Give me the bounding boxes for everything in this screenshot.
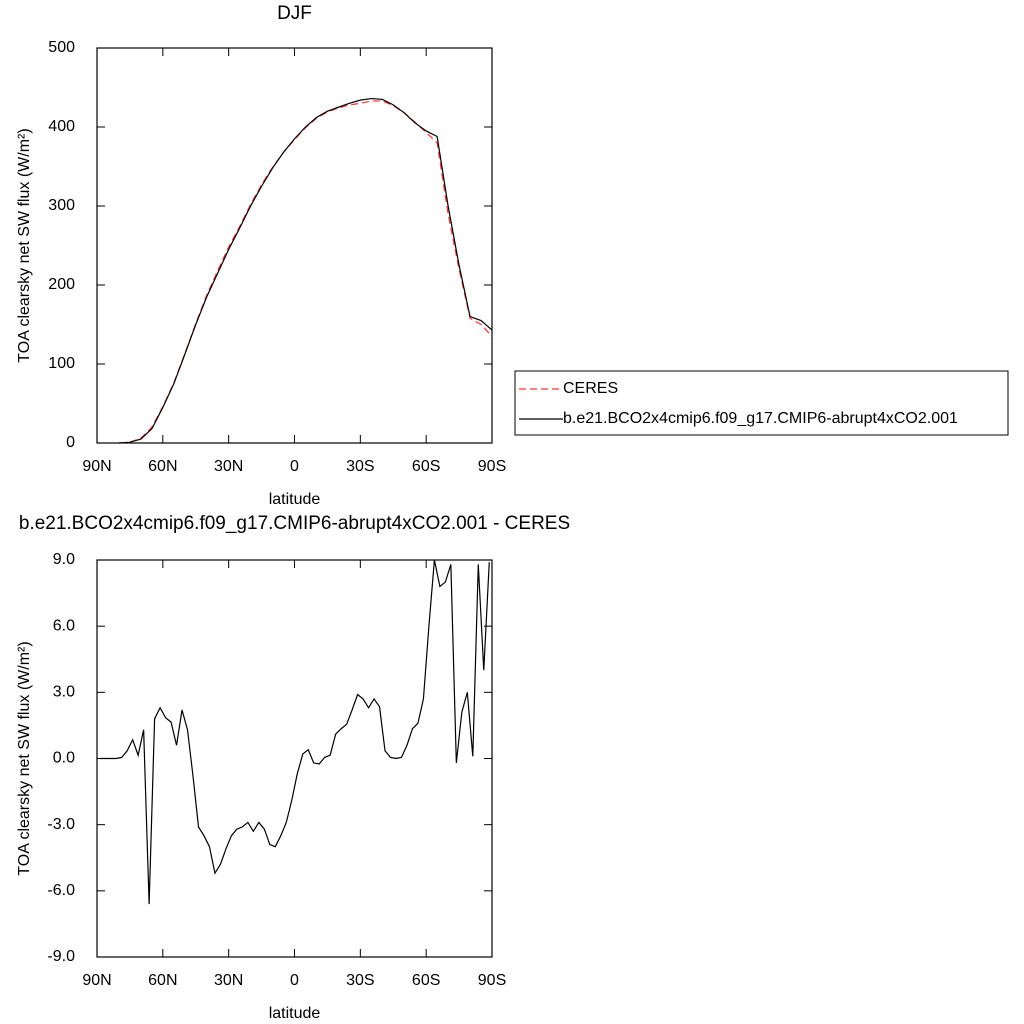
x-tick-label: 30S	[346, 972, 374, 989]
x-tick-label: 60N	[148, 972, 177, 989]
chart-title: b.e21.BCO2x4cmip6.f09_g17.CMIP6-abrupt4x…	[19, 513, 570, 534]
y-tick-label: 500	[48, 39, 75, 56]
chart-title: DJF	[277, 3, 312, 24]
x-tick-label: 0	[290, 458, 299, 475]
x-tick-label: 0	[290, 972, 299, 989]
x-tick-label: 90N	[82, 458, 111, 475]
data-line	[118, 100, 493, 444]
x-tick-label: 30S	[346, 458, 374, 475]
y-tick-label: -3.0	[47, 816, 75, 833]
x-tick-label: 60S	[412, 972, 440, 989]
x-axis-label: latitude	[269, 1005, 321, 1022]
y-tick-label: 9.0	[53, 551, 75, 568]
y-tick-label: -6.0	[47, 882, 75, 899]
y-tick-label: 300	[48, 197, 75, 214]
x-tick-label: 30N	[214, 972, 243, 989]
y-tick-label: 6.0	[53, 617, 75, 634]
x-tick-label: 90S	[478, 458, 506, 475]
y-tick-label: 3.0	[53, 684, 75, 701]
data-line	[118, 97, 493, 444]
y-tick-label: -9.0	[47, 948, 75, 965]
legend-box	[514, 370, 1009, 436]
legend-label: b.e21.BCO2x4cmip6.f09_g17.CMIP6-abrupt4x…	[563, 410, 958, 427]
x-tick-label: 90N	[82, 972, 111, 989]
y-tick-label: 100	[48, 355, 75, 372]
data-line	[99, 559, 490, 905]
x-tick-label: 60S	[412, 458, 440, 475]
plot-frame	[96, 559, 493, 958]
y-tick-label: 200	[48, 276, 75, 293]
x-tick-label: 30N	[214, 458, 243, 475]
y-tick-label: 400	[48, 118, 75, 135]
y-axis-label: TOA clearsky net SW flux (W/m²)	[16, 128, 33, 362]
y-tick-label: 0.0	[53, 750, 75, 767]
legend-label: CERES	[563, 380, 618, 397]
x-axis-label: latitude	[269, 491, 321, 508]
plot-frame	[96, 47, 493, 444]
y-tick-label: 0	[66, 434, 75, 451]
y-axis-label: TOA clearsky net SW flux (W/m²)	[16, 641, 33, 875]
x-tick-label: 90S	[478, 972, 506, 989]
x-tick-label: 60N	[148, 458, 177, 475]
